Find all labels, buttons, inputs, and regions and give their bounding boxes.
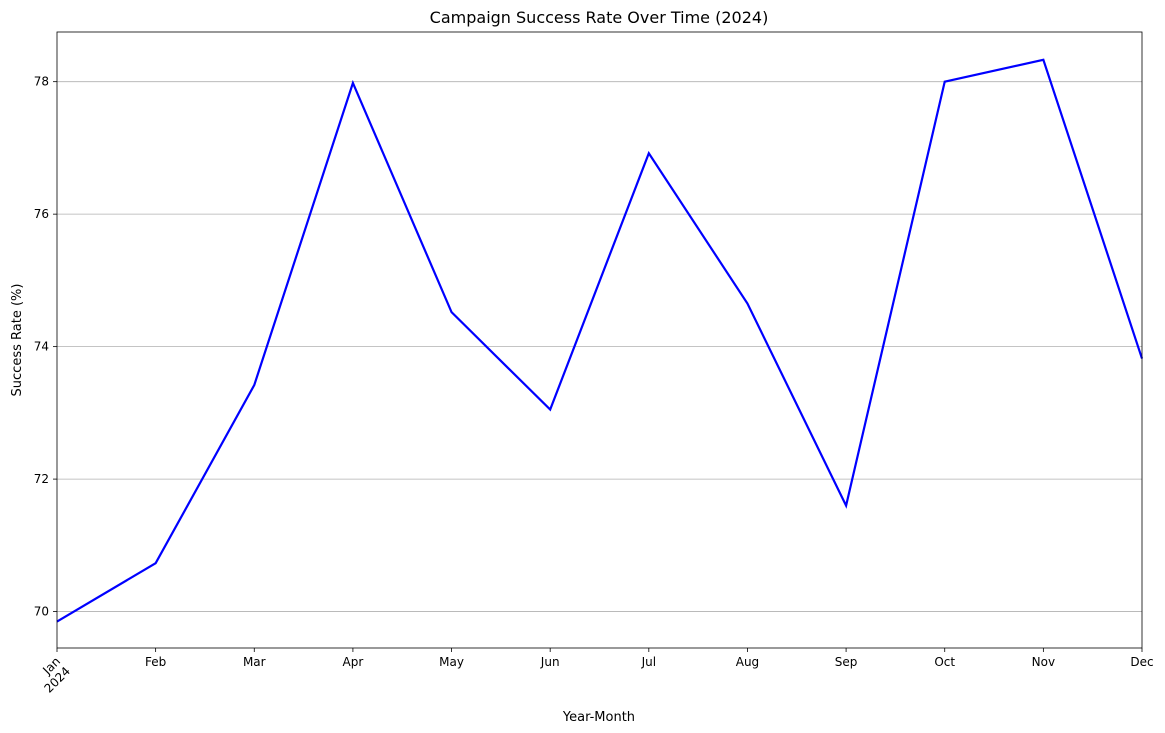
y-tick-label: 78 xyxy=(34,75,49,89)
y-tick-label: 76 xyxy=(34,207,49,221)
y-tick-label: 72 xyxy=(34,472,49,486)
x-tick-label: Aug xyxy=(736,655,759,669)
x-tick-label: Oct xyxy=(934,655,955,669)
series-line xyxy=(56,58,1144,623)
y-axis-title: Success Rate (%) xyxy=(10,284,25,397)
y-tick-label: 74 xyxy=(34,340,49,354)
x-tick-label: Apr xyxy=(343,655,364,669)
y-tick-label: 70 xyxy=(34,605,49,619)
y-ticks: 70 72 74 76 78 xyxy=(34,75,57,619)
plot-frame xyxy=(56,31,1143,649)
x-tick-label: Sep xyxy=(835,655,858,669)
x-tick-label: Mar xyxy=(243,655,266,669)
chart-title: Campaign Success Rate Over Time (2024) xyxy=(430,8,769,27)
x-axis-title: Year-Month xyxy=(562,710,635,725)
x-tick-label: Nov xyxy=(1032,655,1055,669)
x-tick-label: May xyxy=(439,655,464,669)
x-tick-label: Jul xyxy=(641,655,656,669)
axes xyxy=(56,31,1143,649)
x-tick-label: Jun xyxy=(540,655,560,669)
series-layer xyxy=(56,58,1144,623)
x-tick-label: Dec xyxy=(1130,655,1153,669)
gridlines xyxy=(57,81,1142,612)
x-tick-label: Feb xyxy=(145,655,166,669)
